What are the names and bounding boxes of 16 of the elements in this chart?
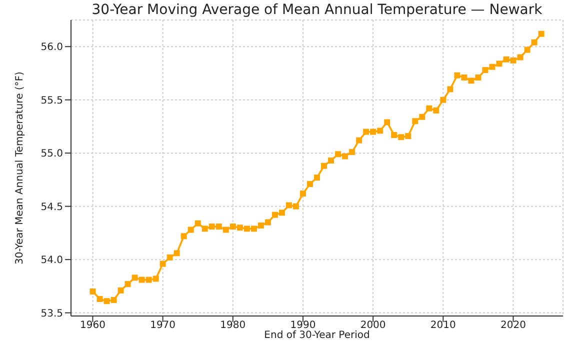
x-tick-label: 2000 [360, 320, 386, 332]
x-tick-label: 1960 [80, 320, 106, 332]
x-tick-label: 2010 [430, 320, 456, 332]
x-tick-label: 1970 [150, 320, 176, 332]
y-tick-label: 54.5 [40, 202, 63, 213]
x-axis-title: End of 30-Year Period [263, 330, 371, 341]
y-tick-label: 55.0 [40, 148, 63, 160]
y-tick-label: 53.5 [40, 308, 63, 320]
y-tick-label: 55.5 [40, 95, 63, 106]
x-tick-label: 1990 [290, 320, 316, 332]
y-axis-title: 30-Year Mean Annual Temperature (°F) [14, 72, 26, 264]
y-tick-label: 56.0 [40, 42, 63, 54]
chart-title: 30-Year Moving Average of Mean Annual Temperature — Newark [90, 2, 544, 18]
x-tick-label: 1980 [220, 320, 246, 332]
y-tick-label: 54.0 [40, 255, 63, 266]
x-tick-label: 2020 [500, 320, 526, 332]
